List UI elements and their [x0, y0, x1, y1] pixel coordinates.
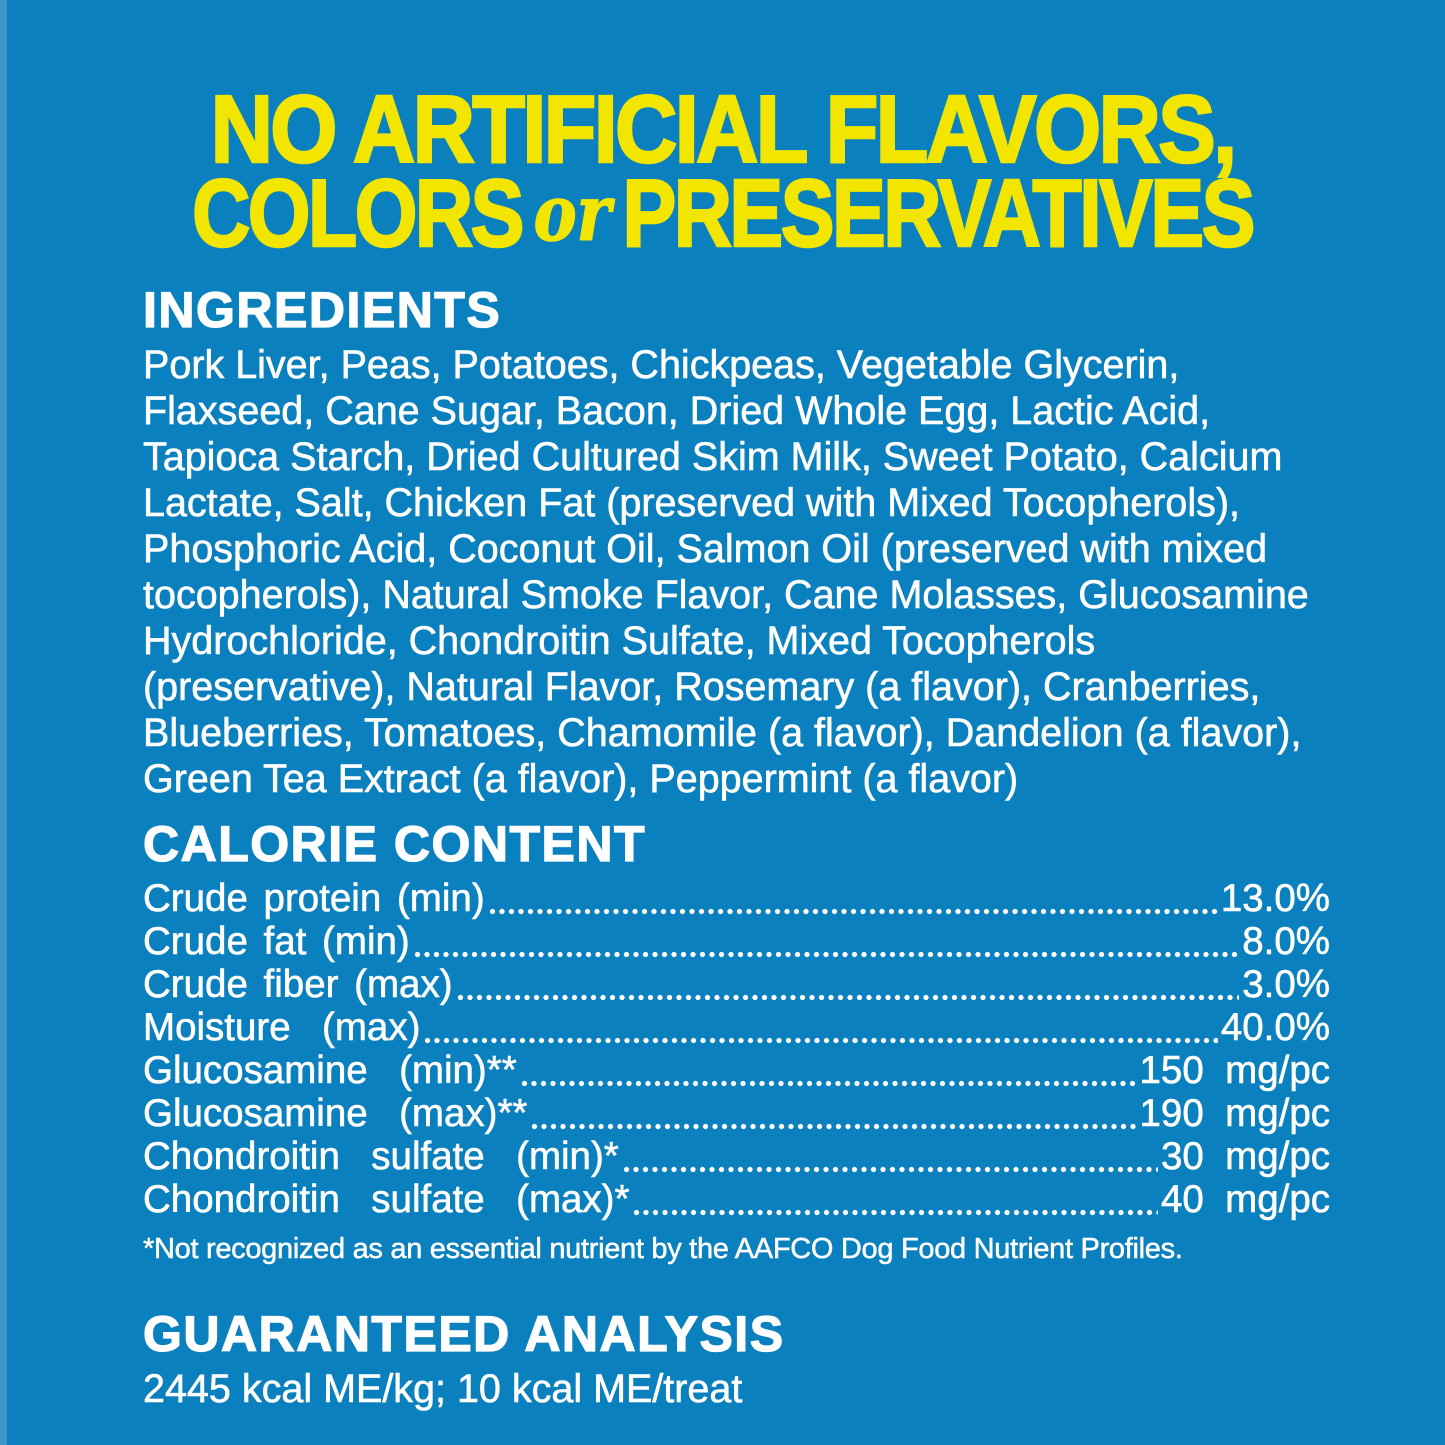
row-value: 40 mg/pc	[1160, 1178, 1331, 1222]
table-row-crude-protein: Crude protein (min) 13.0%	[143, 877, 1331, 921]
dot-leader	[519, 1079, 1137, 1088]
row-value: 13.0%	[1220, 877, 1331, 921]
headline-line-1: NO ARTIFICIAL FLAVORS,	[209, 76, 1238, 183]
row-label: Chondroitin sulfate (min)*	[143, 1135, 619, 1179]
dot-leader	[423, 1036, 1218, 1045]
table-row-glucosamine-min: Glucosamine (min)** 150 mg/pc	[143, 1049, 1331, 1093]
table-row-chondroitin-max: Chondroitin sulfate (max)* 40 mg/pc	[143, 1178, 1331, 1222]
table-row-chondroitin-min: Chondroitin sulfate (min)* 30 mg/pc	[143, 1135, 1331, 1179]
ingredients-heading: INGREDIENTS	[142, 282, 502, 338]
table-row-crude-fat: Crude fat (min) 8.0%	[143, 920, 1331, 964]
headline: NO ARTIFICIAL FLAVORS, COLORS or PRESERVAT…	[0, 0, 1445, 263]
row-label: Crude fiber (max)	[143, 963, 453, 1007]
row-value: 3.0%	[1242, 963, 1330, 1007]
label-content: INGREDIENTS Pork Liver, Peas, Potatoes, …	[0, 282, 1445, 1412]
row-label: Crude protein (min)	[143, 877, 485, 921]
headline-or-word: or	[533, 169, 611, 259]
dot-leader	[487, 907, 1218, 916]
table-row-moisture: Moisture (max) 40.0%	[143, 1006, 1331, 1050]
row-value: 30 mg/pc	[1160, 1135, 1331, 1179]
guaranteed-analysis-section: GUARANTEED ANALYSIS 2445 kcal ME/kg; 10 …	[142, 1306, 1330, 1412]
table-row-crude-fiber: Crude fiber (max) 3.0%	[143, 963, 1331, 1007]
row-value: 150 mg/pc	[1139, 1049, 1330, 1093]
aafco-footnote: *Not recognized as an essential nutrient…	[143, 1233, 1183, 1266]
nutrition-table: Crude protein (min) 13.0% Crude fat (min…	[143, 877, 1331, 1222]
guaranteed-analysis-heading: GUARANTEED ANALYSIS	[142, 1306, 785, 1362]
row-value: 8.0%	[1242, 920, 1330, 964]
dot-leader	[632, 1208, 1158, 1217]
dot-leader	[455, 993, 1240, 1002]
left-edge-highlight	[0, 0, 7, 1445]
dot-leader	[621, 1165, 1158, 1174]
row-label: Glucosamine (max)**	[143, 1092, 528, 1136]
calorie-content-heading: CALORIE CONTENT	[142, 816, 647, 872]
row-value: 40.0%	[1220, 1006, 1331, 1050]
row-label: Glucosamine (min)**	[143, 1049, 517, 1093]
headline-line2-prefix: COLORS	[191, 160, 525, 267]
dot-leader	[412, 950, 1240, 959]
row-label: Moisture (max)	[143, 1006, 421, 1050]
row-label: Chondroitin sulfate (max)*	[143, 1178, 630, 1222]
ingredients-text: Pork Liver, Peas, Potatoes, Chickpeas, V…	[143, 343, 1309, 802]
table-row-glucosamine-max: Glucosamine (max)** 190 mg/pc	[143, 1092, 1331, 1136]
dot-leader	[530, 1122, 1137, 1131]
calorie-statement: 2445 kcal ME/kg; 10 kcal ME/treat	[143, 1367, 743, 1412]
headline-line-2: COLORS or PRESERVATIVES	[116, 164, 1330, 263]
row-label: Crude fat (min)	[143, 920, 410, 964]
ingredients-section: INGREDIENTS Pork Liver, Peas, Potatoes, …	[142, 282, 1330, 802]
calorie-content-section: CALORIE CONTENT Crude protein (min) 13.0…	[142, 816, 1331, 1266]
row-value: 190 mg/pc	[1139, 1092, 1330, 1136]
headline-line2-suffix: PRESERVATIVES	[621, 160, 1256, 267]
